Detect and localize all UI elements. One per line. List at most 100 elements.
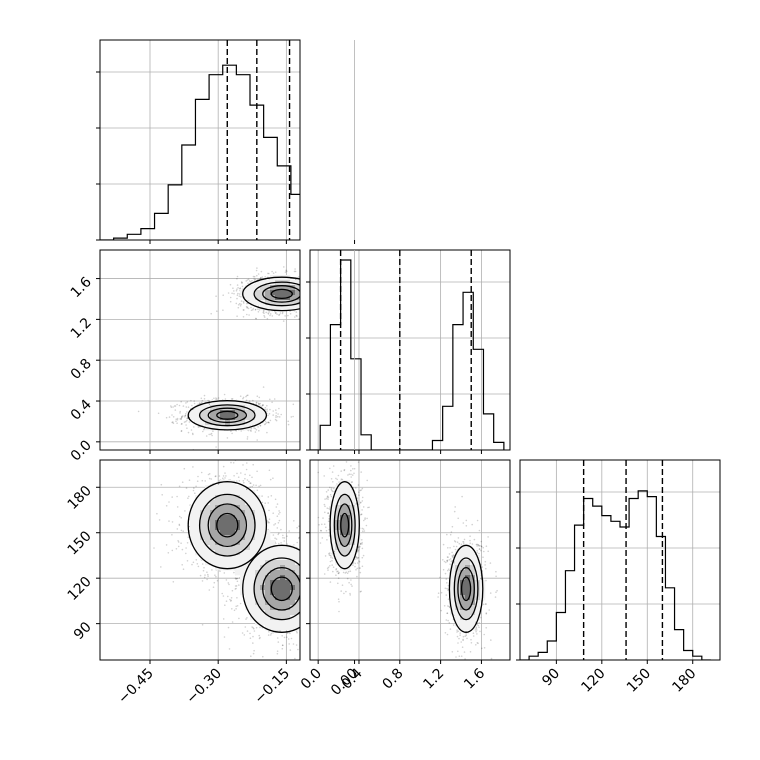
sample-point xyxy=(203,576,206,579)
sample-point xyxy=(180,529,183,532)
density-cell xyxy=(200,540,206,546)
sample-point xyxy=(246,279,249,281)
sample-point xyxy=(284,271,287,273)
density-cell xyxy=(195,410,201,416)
sample-point xyxy=(304,604,306,606)
density-cell xyxy=(245,525,251,531)
density-cell xyxy=(230,500,236,506)
sample-point xyxy=(236,288,238,291)
sample-point xyxy=(292,403,295,406)
sample-point xyxy=(253,630,256,632)
density-cell xyxy=(210,505,216,511)
sample-point xyxy=(257,273,260,275)
sample-point xyxy=(251,280,253,282)
sample-point xyxy=(268,518,271,520)
sample-point xyxy=(217,397,220,399)
density-cell xyxy=(255,295,261,301)
sample-point xyxy=(236,278,238,280)
sample-point xyxy=(304,293,306,295)
density-cell xyxy=(255,290,261,296)
sample-point xyxy=(182,530,184,532)
density-cell xyxy=(270,575,276,581)
sample-point xyxy=(236,597,238,599)
sample-point xyxy=(240,303,242,306)
sample-point xyxy=(187,431,190,434)
density-cell xyxy=(295,305,300,311)
sample-point xyxy=(303,576,305,578)
sample-point xyxy=(267,312,270,314)
density-cell xyxy=(250,595,256,601)
sample-point xyxy=(222,465,225,468)
sample-point xyxy=(262,404,264,407)
sample-point xyxy=(250,482,252,485)
sample-point xyxy=(197,403,199,406)
density-cell xyxy=(205,415,211,421)
sample-point xyxy=(306,294,308,296)
density-cell xyxy=(215,555,221,561)
sample-point xyxy=(180,418,182,420)
sample-point xyxy=(240,430,242,432)
sample-point xyxy=(222,595,225,597)
sample-point xyxy=(301,600,303,602)
sample-point xyxy=(201,580,204,582)
density-cell xyxy=(220,415,226,421)
sample-point xyxy=(185,424,187,426)
sample-point xyxy=(250,430,252,432)
sample-point xyxy=(227,595,229,598)
sample-point xyxy=(305,310,307,312)
sample-point xyxy=(306,284,308,286)
density-cell xyxy=(205,505,211,511)
sample-point xyxy=(306,289,308,291)
density-cell xyxy=(270,540,276,546)
density-cell xyxy=(235,495,241,501)
density-cell xyxy=(240,505,246,511)
sample-point xyxy=(240,472,242,474)
sample-point xyxy=(178,524,181,527)
sample-point xyxy=(207,573,209,576)
sample-point xyxy=(264,276,267,278)
sample-point xyxy=(229,296,232,299)
sample-point xyxy=(241,632,244,634)
density-cell xyxy=(190,515,196,521)
sample-point xyxy=(175,548,178,550)
sample-point xyxy=(212,430,214,433)
sample-point xyxy=(262,310,265,312)
density-cell xyxy=(265,535,271,541)
sample-point xyxy=(252,308,254,311)
density-cell xyxy=(210,495,216,501)
sample-point xyxy=(246,630,249,632)
sample-point xyxy=(218,475,221,477)
sample-point xyxy=(239,395,242,398)
sample-point xyxy=(196,480,199,483)
density-cell xyxy=(225,400,231,406)
density-cell xyxy=(260,550,266,556)
density-cell xyxy=(205,540,211,546)
sample-point xyxy=(213,581,216,584)
sample-point xyxy=(181,415,183,418)
sample-point xyxy=(301,590,303,592)
density-cell xyxy=(230,410,236,416)
density-cell xyxy=(210,410,216,416)
sample-point xyxy=(236,580,239,583)
sample-point xyxy=(182,568,185,570)
sample-point xyxy=(305,598,307,600)
density-cell xyxy=(245,585,251,591)
sample-point xyxy=(224,472,226,474)
sample-point xyxy=(239,287,241,290)
sample-point xyxy=(307,283,309,285)
sample-point xyxy=(268,469,271,472)
density-cell xyxy=(240,415,246,421)
sample-point xyxy=(278,513,280,515)
sample-point xyxy=(301,283,303,285)
sample-point xyxy=(268,631,270,633)
density-cell xyxy=(270,590,276,596)
sample-point xyxy=(180,423,183,425)
sample-point xyxy=(227,626,230,629)
density-cell xyxy=(210,560,216,566)
sample-point xyxy=(306,585,308,587)
sample-point xyxy=(243,634,246,636)
sample-point xyxy=(305,288,307,290)
sample-point xyxy=(283,537,286,539)
sample-point xyxy=(176,417,179,420)
